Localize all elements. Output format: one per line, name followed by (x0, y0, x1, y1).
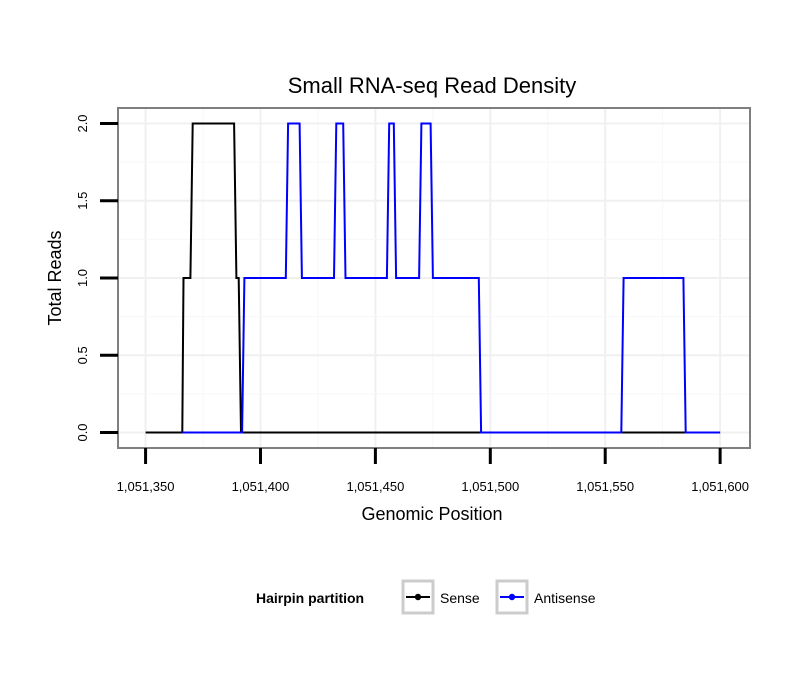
legend-title: Hairpin partition (256, 590, 364, 606)
x-tick-label: 1,051,500 (461, 479, 519, 494)
series-line-antisense (182, 122, 721, 434)
legend-label-sense: Sense (440, 590, 480, 606)
x-tick-label: 1,051,550 (576, 479, 634, 494)
y-tick-label: 1.5 (75, 192, 90, 210)
x-tick-label: 1,051,450 (346, 479, 404, 494)
chart-title: Small RNA-seq Read Density (288, 73, 577, 98)
y-tick-label: 0.5 (75, 346, 90, 364)
y-tick-label: 1.0 (75, 269, 90, 287)
legend-label-antisense: Antisense (534, 590, 596, 606)
legend-key-point-antisense (508, 593, 516, 601)
legend-key-point-sense (414, 593, 422, 601)
x-tick-label: 1,051,600 (691, 479, 749, 494)
x-tick-label: 1,051,350 (117, 479, 175, 494)
legend: Hairpin partition Sense Antisense (256, 579, 596, 615)
axes: 1,051,350 1,051,400 1,051,450 1,051,500 1,05… (75, 114, 749, 494)
series-line-sense (145, 122, 721, 434)
x-tick-label: 1,051,400 (232, 479, 290, 494)
y-tick-label: 2.0 (75, 114, 90, 132)
y-tick-label: 0.0 (75, 423, 90, 441)
y-axis-title: Total Reads (45, 230, 65, 325)
x-axis-title: Genomic Position (361, 504, 502, 524)
series-layer (145, 122, 721, 434)
